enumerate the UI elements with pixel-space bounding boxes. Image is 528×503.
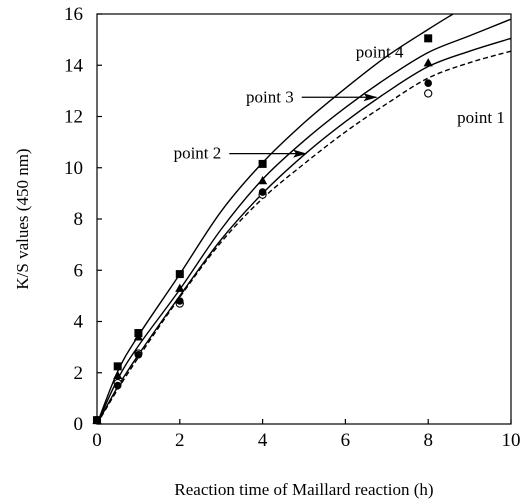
y-tick-label: 12 [64, 107, 83, 128]
x-tick-label: 6 [341, 430, 351, 451]
curve-point-3 [97, 18, 511, 424]
marker-point-2 [176, 297, 184, 305]
marker-point-2 [113, 381, 122, 390]
x-axis-title: Reaction time of Maillard reaction (h) [174, 480, 433, 499]
marker-point-2 [258, 188, 267, 196]
y-tick-label: 16 [64, 4, 83, 25]
marker-point-4 [134, 329, 143, 338]
curve-point-1 [97, 50, 511, 424]
x-tick-label: 4 [258, 430, 268, 451]
marker-point-1 [424, 89, 433, 98]
y-tick-label: 14 [64, 55, 84, 76]
y-tick-label: 0 [74, 414, 84, 435]
marker-point-4 [424, 34, 433, 43]
x-tick-label: 10 [502, 430, 521, 451]
y-tick-label: 4 [74, 312, 84, 333]
marker-point-2 [134, 351, 143, 359]
annotation-point-3: point 3 [246, 87, 294, 106]
marker-point-4 [113, 362, 122, 371]
y-tick-label: 8 [74, 209, 84, 230]
x-axis-ticks: 0 2 4 6 8 10 [92, 419, 521, 451]
marker-point-4 [175, 270, 184, 279]
annotation-point-4: point 4 [356, 42, 404, 61]
y-tick-label: 6 [74, 260, 84, 281]
y-tick-label: 2 [74, 363, 84, 384]
x-tick-label: 2 [175, 430, 185, 451]
marker-point-2 [424, 79, 433, 87]
y-tick-label: 10 [64, 158, 83, 179]
marker-point-3 [258, 175, 268, 185]
marker-point-4 [258, 159, 267, 168]
x-tick-label: 0 [92, 430, 102, 451]
curve-point-2 [97, 37, 511, 424]
y-axis-title: K/S values (450 nm) [13, 148, 32, 289]
x-tick-label: 8 [423, 430, 433, 451]
plot-area-frame [96, 13, 512, 425]
y-axis-ticks: 0 2 4 6 8 10 12 14 16 [64, 4, 102, 435]
annotation-point-1: point 1 [457, 108, 505, 127]
series-annotations: point 4 point 3 point 2 point 1 [174, 42, 505, 162]
marker-point-3 [113, 370, 123, 379]
fitted-curves [97, 14, 511, 424]
marker-point-3 [423, 58, 433, 67]
curve-point-4 [97, 14, 454, 424]
data-markers [92, 34, 433, 425]
annotation-point-2: point 2 [174, 144, 222, 163]
marker-point-3 [175, 283, 185, 292]
